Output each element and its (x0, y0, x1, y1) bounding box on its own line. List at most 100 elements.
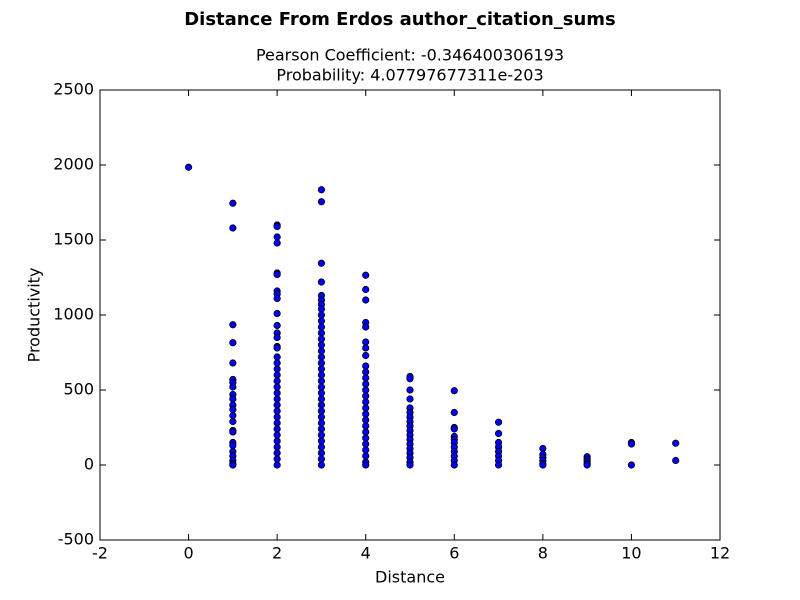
point (273, 239, 281, 247)
point (317, 259, 326, 267)
point (273, 449, 281, 457)
point (273, 443, 281, 451)
point (362, 386, 370, 394)
point (317, 449, 326, 457)
point (229, 405, 237, 414)
point (273, 407, 281, 415)
point (273, 383, 281, 391)
point (362, 398, 370, 406)
point (362, 404, 370, 412)
point (317, 377, 326, 385)
point (273, 309, 281, 318)
point (273, 431, 281, 439)
point (229, 395, 237, 403)
point (273, 389, 281, 397)
point (362, 428, 370, 436)
point (273, 321, 281, 330)
point (317, 419, 326, 427)
point (406, 461, 414, 469)
subtitle: Pearson Coefficient: -0.346400306193 (256, 46, 564, 65)
point (317, 186, 326, 194)
point (317, 365, 326, 373)
point (229, 224, 237, 232)
point (317, 455, 326, 463)
point (627, 461, 636, 469)
point (317, 353, 326, 361)
point (229, 359, 237, 367)
point (317, 425, 326, 433)
point (494, 461, 503, 469)
subtitle: Probability: 4.07797677311e-203 (276, 66, 543, 85)
point (362, 362, 370, 370)
x-tick-label: -2 (92, 544, 108, 563)
point (539, 461, 547, 469)
point (273, 377, 281, 385)
x-tick-label: 12 (710, 544, 730, 563)
point (362, 452, 370, 460)
point (273, 365, 281, 373)
y-tick-label: -500 (58, 530, 94, 549)
point (273, 233, 281, 241)
x-tick-label: 2 (272, 544, 282, 563)
point (672, 456, 680, 465)
x-axis-label: Distance (375, 568, 445, 587)
point (317, 278, 326, 286)
point (273, 333, 281, 342)
y-tick-label: 2500 (53, 80, 94, 99)
y-tick-label: 500 (63, 380, 94, 399)
point (362, 410, 370, 418)
point (672, 439, 680, 447)
x-tick-label: 0 (183, 544, 193, 563)
point (317, 198, 326, 206)
point (317, 323, 326, 331)
point (317, 395, 326, 403)
point (362, 380, 370, 388)
chart-title: Distance From Erdos author_citation_sums (184, 9, 616, 30)
point (317, 401, 326, 409)
point (362, 296, 370, 304)
y-tick-label: 0 (84, 455, 94, 474)
x-tick-label: 8 (538, 544, 548, 563)
point (362, 271, 370, 279)
point (184, 163, 193, 171)
point (317, 305, 326, 313)
point (450, 425, 458, 433)
point (317, 443, 326, 451)
point (362, 416, 370, 424)
point (273, 344, 281, 352)
point (362, 422, 370, 430)
point (317, 461, 326, 469)
point (362, 351, 370, 360)
point (317, 413, 326, 421)
point (273, 437, 281, 445)
point (539, 444, 547, 453)
y-tick-label: 1000 (53, 305, 94, 324)
point (317, 389, 326, 397)
y-tick-label: 2000 (53, 155, 94, 174)
point (273, 425, 281, 433)
point (229, 411, 237, 420)
point (362, 368, 370, 376)
point (450, 387, 458, 395)
point (317, 359, 326, 367)
point (273, 455, 281, 463)
point (273, 401, 281, 409)
point (229, 321, 237, 329)
point (494, 418, 503, 426)
y-axis-label: Productivity (25, 268, 44, 363)
point (362, 285, 370, 294)
point (273, 371, 281, 379)
point (317, 341, 326, 349)
point (229, 383, 237, 391)
point (362, 434, 370, 442)
point (273, 461, 281, 469)
x-tick-label: 4 (361, 544, 371, 563)
point (229, 199, 237, 207)
point (273, 419, 281, 427)
point (273, 395, 281, 403)
point (362, 392, 370, 400)
point (317, 431, 326, 439)
point (273, 294, 281, 303)
